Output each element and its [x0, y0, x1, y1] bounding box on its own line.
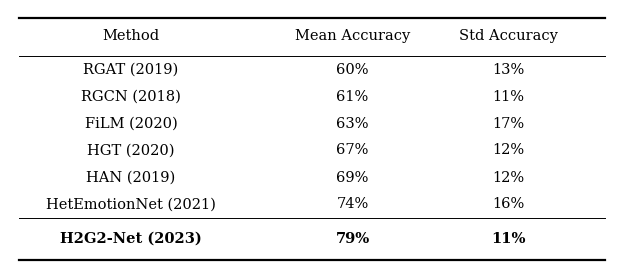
Text: 61%: 61%: [336, 90, 369, 103]
Text: 69%: 69%: [336, 170, 369, 184]
Text: 13%: 13%: [492, 62, 525, 76]
Text: HAN (2019): HAN (2019): [86, 170, 176, 184]
Text: RGAT (2019): RGAT (2019): [84, 62, 178, 76]
Text: 16%: 16%: [492, 198, 525, 211]
Text: Std Accuracy: Std Accuracy: [459, 29, 558, 43]
Text: 12%: 12%: [492, 143, 525, 158]
Text: 12%: 12%: [492, 170, 525, 184]
Text: 67%: 67%: [336, 143, 369, 158]
Text: FiLM (2020): FiLM (2020): [85, 117, 177, 131]
Text: 74%: 74%: [336, 198, 369, 211]
Text: Mean Accuracy: Mean Accuracy: [295, 29, 410, 43]
Text: 60%: 60%: [336, 62, 369, 76]
Text: 63%: 63%: [336, 117, 369, 131]
Text: 11%: 11%: [491, 232, 526, 246]
Text: 11%: 11%: [492, 90, 525, 103]
Text: 79%: 79%: [336, 232, 369, 246]
Text: HGT (2020): HGT (2020): [87, 143, 175, 158]
Text: Method: Method: [102, 29, 160, 43]
Text: RGCN (2018): RGCN (2018): [81, 90, 181, 103]
Text: HetEmotionNet (2021): HetEmotionNet (2021): [46, 198, 216, 211]
Text: H2G2-Net (2023): H2G2-Net (2023): [60, 232, 202, 246]
Text: 17%: 17%: [492, 117, 525, 131]
